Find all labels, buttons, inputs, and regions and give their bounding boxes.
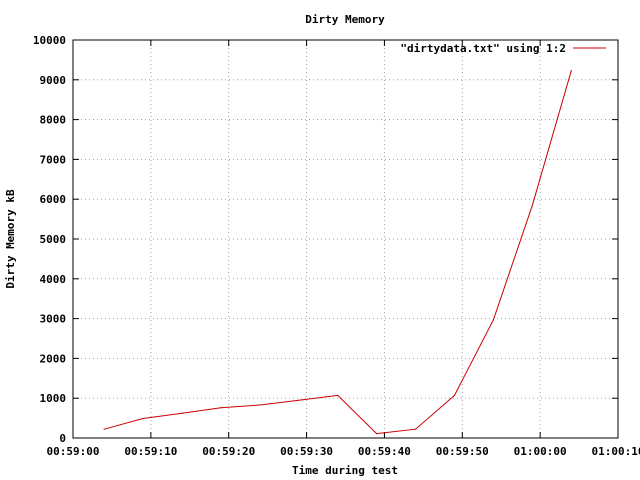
x-tick-label: 00:59:00: [47, 445, 100, 458]
data-point: [376, 433, 378, 435]
y-tick-label: 8000: [40, 114, 67, 127]
y-axis: 0 1000 2000 3000 4000 5000 6000 7000 8000 9000 100…: [33, 34, 618, 445]
x-tick-label: 00:59:20: [202, 445, 255, 458]
data-point: [492, 319, 495, 321]
data-point: [220, 407, 222, 409]
data-point: [337, 394, 339, 397]
chart-title: Dirty Memory: [305, 13, 385, 26]
data-point: [453, 394, 456, 397]
y-tick-label: 9000: [40, 74, 67, 87]
series-group: [103, 70, 572, 435]
series-line: [103, 70, 572, 435]
x-tick-label: 01:00:10: [592, 445, 640, 458]
legend-label: "dirtydata.txt" using 1:2: [400, 42, 566, 55]
data-point: [142, 417, 144, 420]
y-tick-label: 4000: [40, 273, 67, 286]
y-tick-label: 0: [59, 432, 66, 445]
data-point: [298, 399, 300, 401]
x-axis: 00:59:00 00:59:10 00:59:20 00:59:30 00:59:40…: [47, 40, 640, 458]
x-axis-label: Time during test: [292, 464, 398, 477]
grid-lines: [73, 40, 618, 438]
x-tick-label: 00:59:40: [358, 445, 411, 458]
x-tick-label: 00:59:10: [124, 445, 177, 458]
y-tick-label: 6000: [40, 193, 67, 206]
x-tick-label: 01:00:00: [514, 445, 567, 458]
x-tick-label: 00:59:50: [436, 445, 489, 458]
data-point: [531, 204, 533, 206]
y-tick-label: 3000: [40, 313, 67, 326]
y-tick-label: 2000: [40, 352, 67, 365]
y-tick-label: 5000: [40, 233, 67, 246]
x-tick-label: 00:59:30: [280, 445, 333, 458]
y-tick-label: 7000: [40, 153, 67, 166]
y-tick-label: 1000: [40, 392, 67, 405]
data-point: [414, 428, 417, 430]
y-axis-label: Dirty Memory kB: [4, 189, 17, 289]
data-point: [259, 404, 261, 406]
y-tick-label: 10000: [33, 34, 66, 47]
legend: "dirtydata.txt" using 1:2: [400, 42, 606, 55]
data-point: [181, 412, 183, 414]
data-point: [570, 70, 572, 72]
data-point: [103, 428, 105, 430]
